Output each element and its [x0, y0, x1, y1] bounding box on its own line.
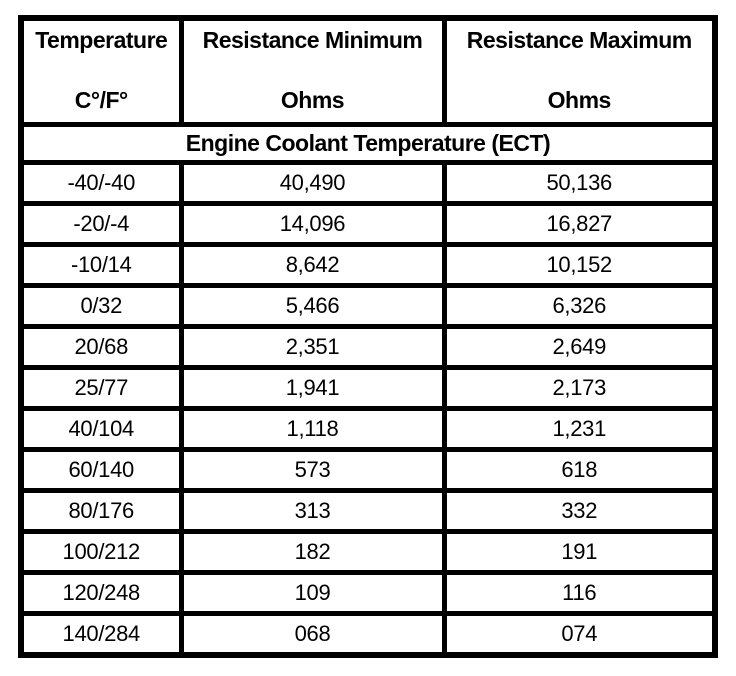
- min-ohms-cell: 8,642: [178, 242, 447, 288]
- header-row: Temperature C°/F° Resistance Minimum Ohm…: [18, 15, 718, 127]
- table-row: 60/140 573 618: [18, 447, 718, 493]
- min-ohms-cell: 1,118: [178, 406, 447, 452]
- table-row: 0/32 5,466 6,326: [18, 283, 718, 329]
- min-ohms-cell: 1,941: [178, 365, 447, 411]
- max-ohms-cell: 332: [441, 488, 718, 534]
- max-ohms-cell: 10,152: [441, 242, 718, 288]
- table-row: -10/14 8,642 10,152: [18, 242, 718, 288]
- table-row: 40/104 1,118 1,231: [18, 406, 718, 452]
- temp-cell: 0/32: [18, 283, 184, 329]
- max-ohms-cell: 16,827: [441, 201, 718, 247]
- table-row: 20/68 2,351 2,649: [18, 324, 718, 370]
- table-row: 25/77 1,941 2,173: [18, 365, 718, 411]
- temp-cell: 20/68: [18, 324, 184, 370]
- min-ohms-cell: 14,096: [178, 201, 447, 247]
- temp-cell: 60/140: [18, 447, 184, 493]
- header-cell-temperature: Temperature C°/F°: [18, 15, 184, 127]
- temperature-column-units: C°/F°: [74, 86, 128, 113]
- ect-resistance-table: Temperature C°/F° Resistance Minimum Ohm…: [18, 15, 718, 658]
- temp-cell: 100/212: [18, 529, 184, 575]
- max-ohms-cell: 1,231: [441, 406, 718, 452]
- max-ohms-cell: 191: [441, 529, 718, 575]
- resistance-maximum-column-units: Ohms: [547, 86, 612, 113]
- section-header: Engine Coolant Temperature (ECT): [18, 122, 718, 165]
- min-ohms-cell: 109: [178, 570, 447, 616]
- max-ohms-cell: 50,136: [441, 160, 718, 206]
- min-ohms-cell: 5,466: [178, 283, 447, 329]
- max-ohms-cell: 6,326: [441, 283, 718, 329]
- table-row: -20/-4 14,096 16,827: [18, 201, 718, 247]
- min-ohms-cell: 40,490: [178, 160, 447, 206]
- temp-cell: -40/-40: [18, 160, 184, 206]
- min-ohms-cell: 313: [178, 488, 447, 534]
- temp-cell: 120/248: [18, 570, 184, 616]
- temp-cell: 40/104: [18, 406, 184, 452]
- max-ohms-cell: 618: [441, 447, 718, 493]
- header-cell-resistance-maximum: Resistance Maximum Ohms: [441, 15, 718, 127]
- temp-cell: 25/77: [18, 365, 184, 411]
- min-ohms-cell: 2,351: [178, 324, 447, 370]
- header-cell-resistance-minimum: Resistance Minimum Ohms: [178, 15, 447, 127]
- resistance-maximum-column-title: Resistance Maximum: [466, 27, 692, 53]
- section-header-row: Engine Coolant Temperature (ECT): [18, 122, 718, 165]
- table-row: 100/212 182 191: [18, 529, 718, 575]
- max-ohms-cell: 2,173: [441, 365, 718, 411]
- table-row: 140/284 068 074: [18, 611, 718, 658]
- resistance-minimum-column-units: Ohms: [280, 86, 345, 113]
- temp-cell: 80/176: [18, 488, 184, 534]
- table-row: 80/176 313 332: [18, 488, 718, 534]
- temp-cell: -10/14: [18, 242, 184, 288]
- table-row: -40/-40 40,490 50,136: [18, 160, 718, 206]
- temperature-column-title: Temperature: [35, 27, 168, 53]
- max-ohms-cell: 116: [441, 570, 718, 616]
- min-ohms-cell: 068: [178, 611, 447, 658]
- max-ohms-cell: 074: [441, 611, 718, 658]
- resistance-minimum-column-title: Resistance Minimum: [202, 27, 423, 53]
- min-ohms-cell: 573: [178, 447, 447, 493]
- min-ohms-cell: 182: [178, 529, 447, 575]
- temp-cell: -20/-4: [18, 201, 184, 247]
- table-row: 120/248 109 116: [18, 570, 718, 616]
- max-ohms-cell: 2,649: [441, 324, 718, 370]
- temp-cell: 140/284: [18, 611, 184, 658]
